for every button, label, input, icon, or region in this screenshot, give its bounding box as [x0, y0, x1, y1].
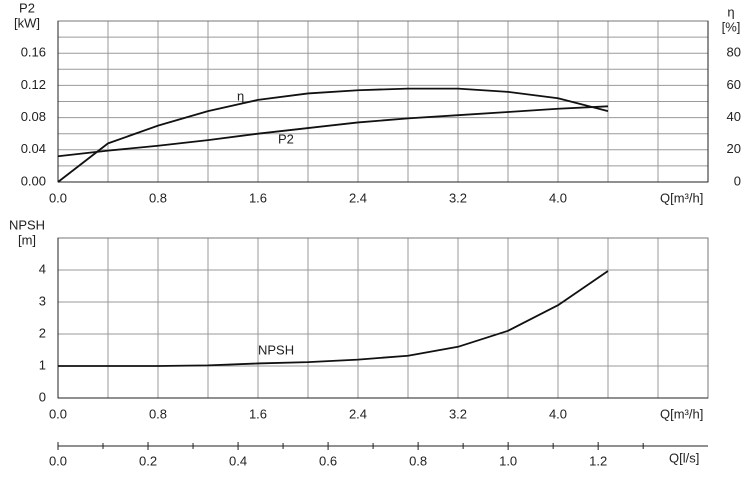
y-tick-label: 0.16	[21, 45, 46, 60]
x-tick-label: 0.0	[49, 190, 67, 205]
y-axis-title: [m]	[18, 232, 36, 247]
series-label: NPSH	[258, 342, 294, 357]
series-line	[57, 105, 609, 158]
x-tick-label: 2.4	[349, 406, 367, 421]
y-tick-label: 4	[39, 261, 46, 276]
y-tick-label: 0	[39, 389, 46, 404]
y-tick-label: 2	[39, 325, 46, 340]
y2-tick-label: 80	[727, 45, 741, 60]
x-tick-label: 0.0	[49, 406, 67, 421]
x-tick-label: 0.8	[149, 190, 167, 205]
x-tick-label: 2.4	[349, 190, 367, 205]
y2-tick-label: 20	[727, 141, 741, 156]
y2-tick-label: 0	[734, 173, 741, 188]
x-tick-label: 0.8	[409, 453, 427, 468]
y-tick-label: 0.08	[21, 109, 46, 124]
y-axis-title: [kW]	[14, 15, 40, 30]
x-axis-title: Q[l/s]	[669, 450, 699, 465]
y2-tick-label: 40	[727, 109, 741, 124]
y-tick-label: 0.04	[21, 141, 46, 156]
x-tick-label: 0.0	[49, 453, 67, 468]
x-tick-label: 1.6	[249, 190, 267, 205]
x-tick-label: 1.2	[589, 453, 607, 468]
y2-axis-title: [%]	[722, 19, 741, 34]
y2-tick-label: 60	[727, 77, 741, 92]
x-axis-title: Q[m³/h]	[660, 406, 703, 421]
y-tick-label: 1	[39, 357, 46, 372]
y-axis-title: P2	[19, 0, 35, 15]
x-tick-label: 3.2	[449, 406, 467, 421]
y-tick-label: 3	[39, 293, 46, 308]
x-axis-title: Q[m³/h]	[660, 190, 703, 205]
y-tick-label: 0.12	[21, 77, 46, 92]
x-tick-label: 3.2	[449, 190, 467, 205]
y-tick-label: 0.00	[21, 173, 46, 188]
x-tick-label: 4.0	[549, 406, 567, 421]
series-line	[57, 87, 609, 183]
x-tick-label: 0.8	[149, 406, 167, 421]
x-tick-label: 1.0	[499, 453, 517, 468]
series-line	[58, 270, 609, 367]
x-tick-label: 0.2	[139, 453, 157, 468]
series-label: η	[237, 88, 244, 103]
x-tick-label: 1.6	[249, 406, 267, 421]
y-axis-title: NPSH	[9, 217, 45, 232]
x-tick-label: 0.6	[319, 453, 337, 468]
y2-axis-title: η	[727, 4, 734, 19]
x-tick-label: 0.4	[229, 453, 247, 468]
x-tick-label: 4.0	[549, 190, 567, 205]
plot-frame	[57, 237, 709, 399]
series-label: P2	[278, 131, 294, 146]
